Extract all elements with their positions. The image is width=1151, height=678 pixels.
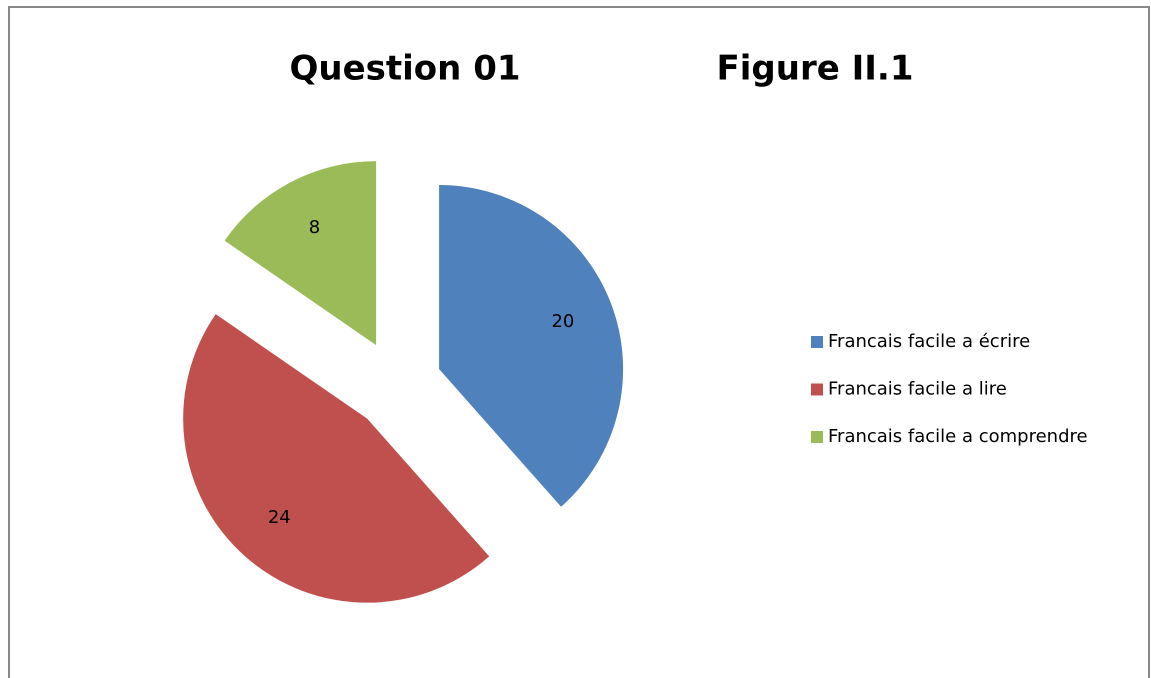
legend-label: Francais facile a comprendre: [828, 426, 1088, 447]
data-label: 24: [268, 507, 291, 528]
legend-swatch: [811, 383, 823, 396]
pie-slice: [183, 314, 490, 603]
chart-frame: [8, 6, 1150, 678]
pie-slice: [439, 185, 624, 507]
legend-label: Francais facile a écrire: [828, 331, 1030, 352]
data-label: 20: [551, 311, 574, 332]
chart-title: Question 01: [289, 49, 520, 89]
data-label: 8: [309, 217, 320, 238]
legend-swatch: [811, 431, 823, 443]
figure-label: Figure II.1: [717, 49, 914, 89]
pie-slice: [224, 161, 377, 346]
legend-label: Francais facile a lire: [828, 379, 1007, 400]
legend-swatch: [811, 336, 823, 348]
